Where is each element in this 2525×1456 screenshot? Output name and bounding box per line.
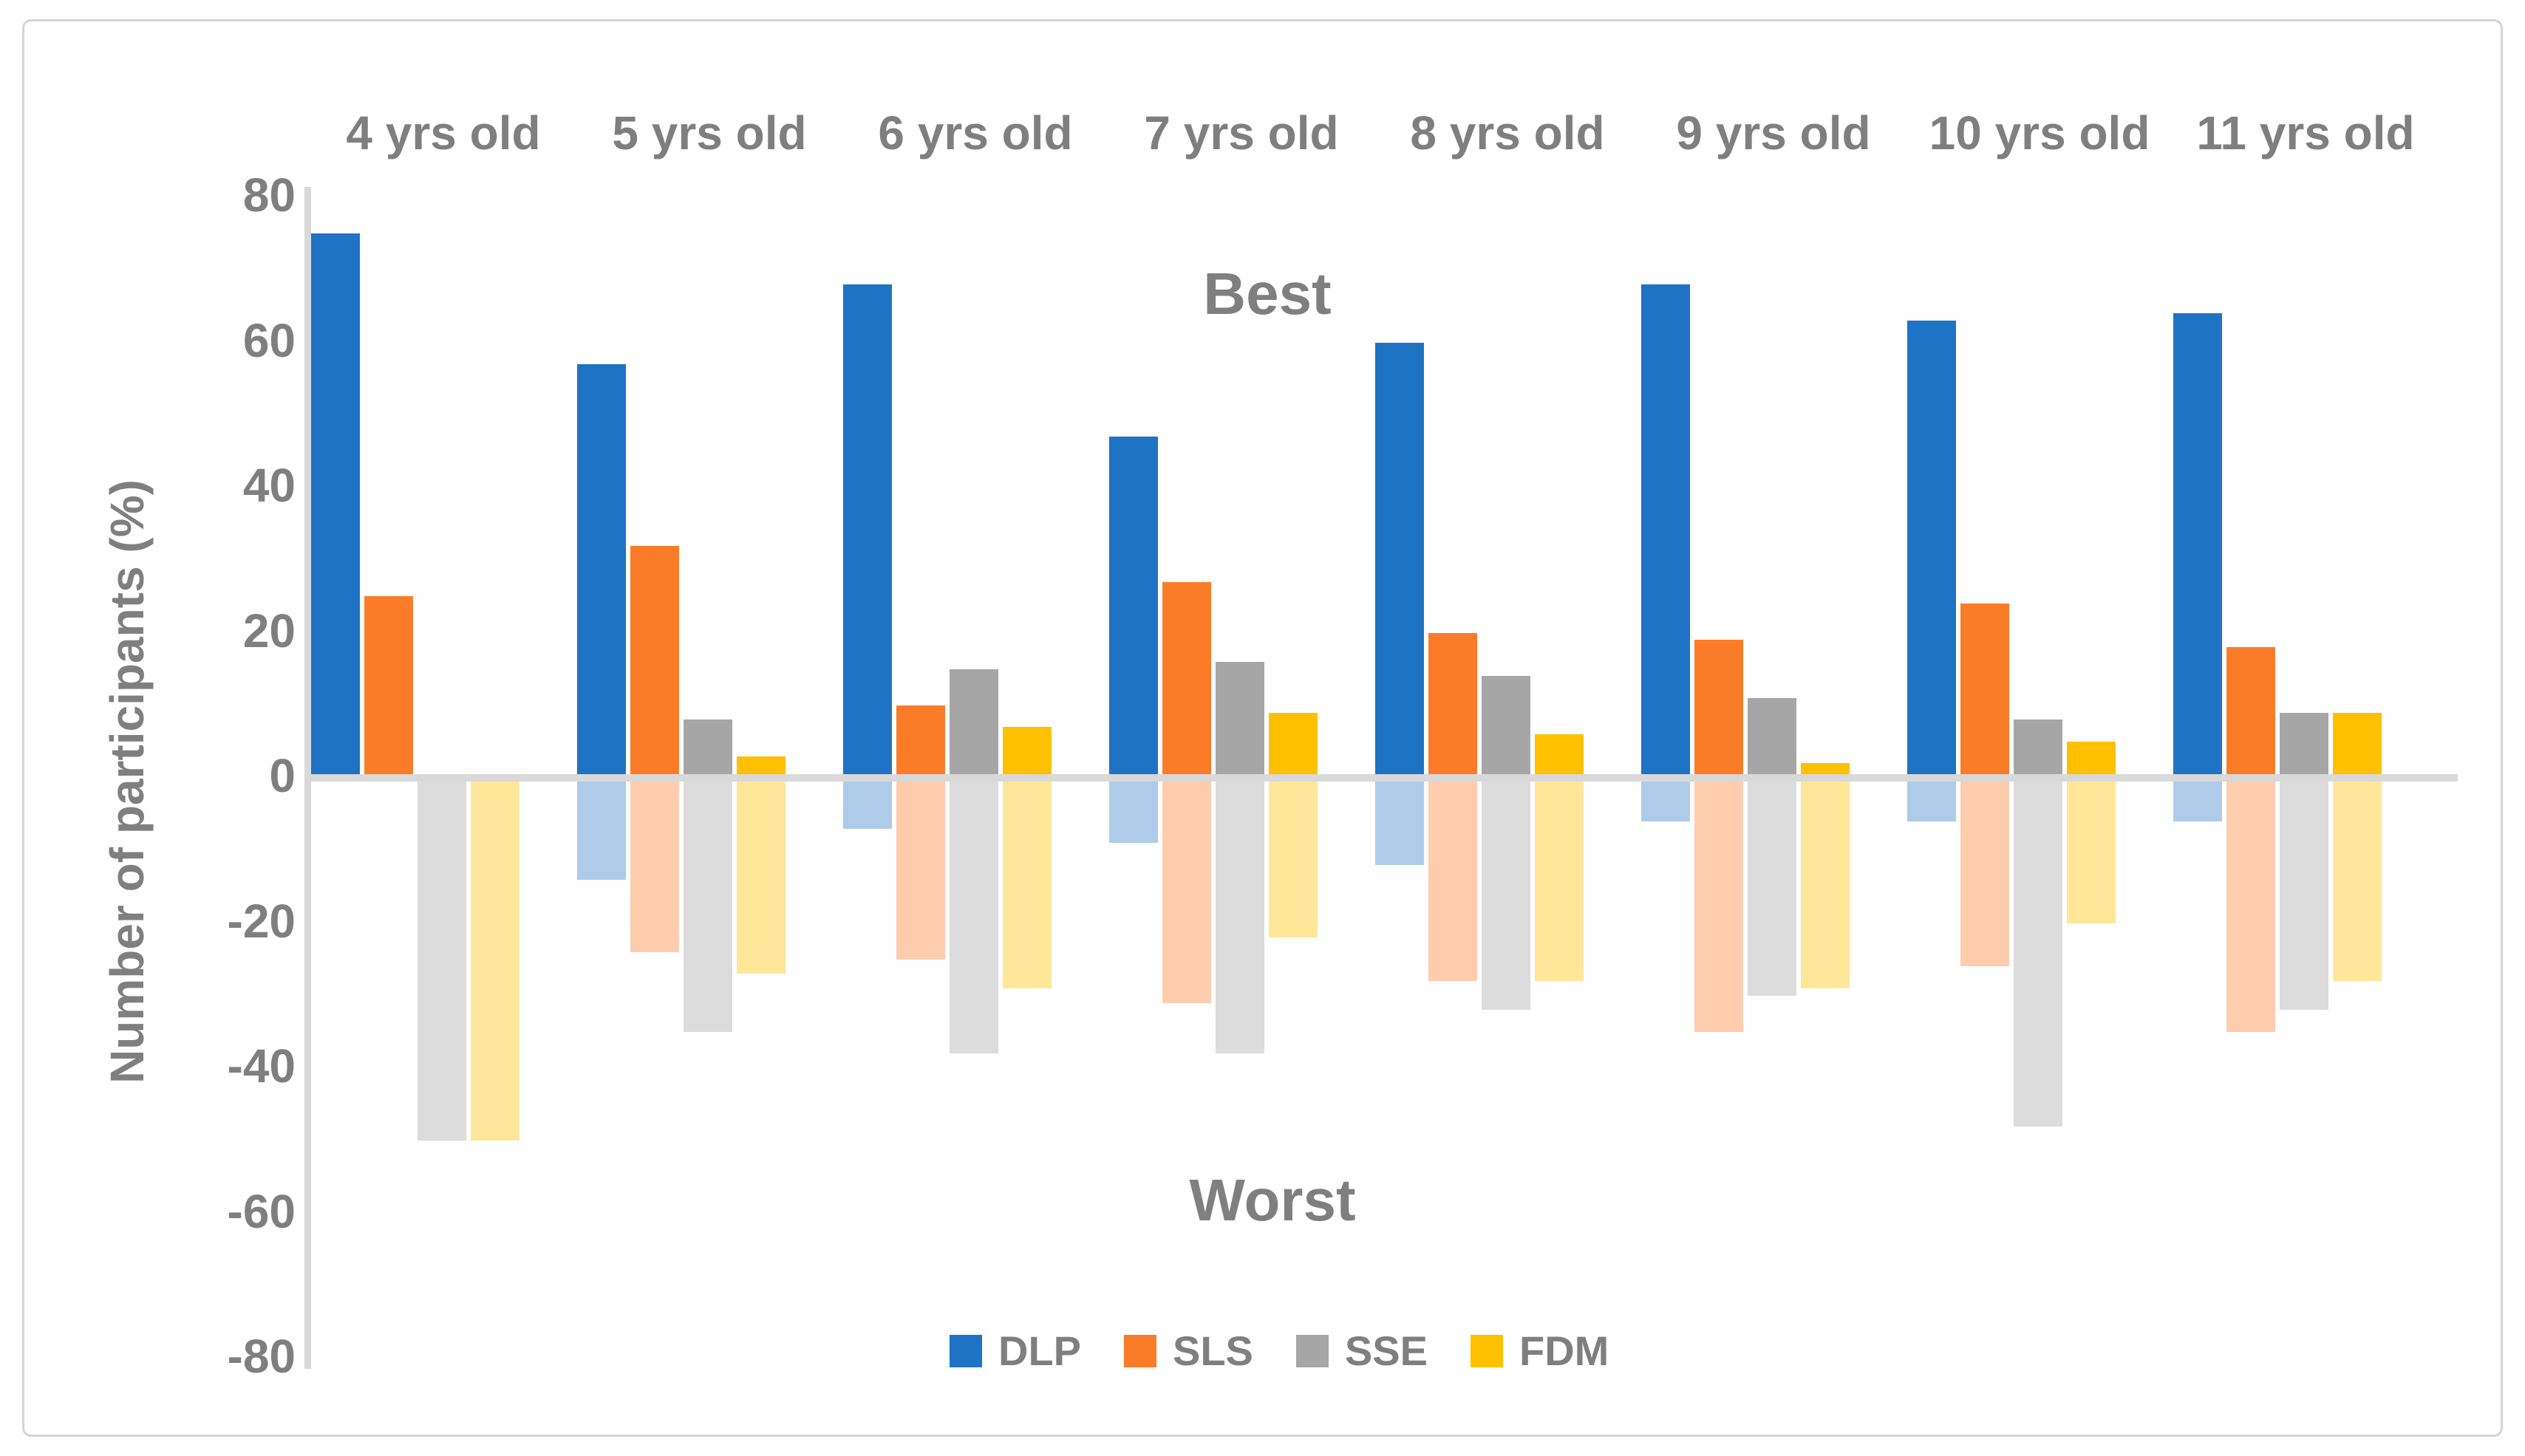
bar-dlp-best-11-yrs-old xyxy=(2173,313,2222,778)
y-tick-0: 0 xyxy=(269,749,296,803)
bar-sls-worst-10-yrs-old xyxy=(1960,778,2009,966)
category-label-10-yrs-old: 10 yrs old xyxy=(1929,106,2150,160)
bar-sse-best-10-yrs-old xyxy=(2014,720,2062,778)
bar-dlp-worst-10-yrs-old xyxy=(1907,778,1956,821)
bar-dlp-worst-11-yrs-old xyxy=(2173,778,2222,821)
legend-swatch-sse xyxy=(1295,1334,1329,1367)
bar-fdm-best-6-yrs-old xyxy=(1003,727,1052,778)
bar-sls-worst-8-yrs-old xyxy=(1428,778,1477,981)
y-tick--80: -80 xyxy=(227,1330,296,1384)
bar-dlp-worst-8-yrs-old xyxy=(1375,778,1424,865)
bar-dlp-best-10-yrs-old xyxy=(1907,321,1956,778)
bar-sse-worst-10-yrs-old xyxy=(2014,778,2062,1127)
bar-sse-worst-7-yrs-old xyxy=(1216,778,1264,1053)
legend-label-sse: SSE xyxy=(1344,1327,1428,1374)
legend-item-dlp: DLP xyxy=(950,1327,1081,1375)
bar-sls-best-5-yrs-old xyxy=(630,546,679,778)
bar-fdm-best-7-yrs-old xyxy=(1269,713,1318,778)
bar-sse-best-7-yrs-old xyxy=(1216,662,1264,778)
bar-sls-best-6-yrs-old xyxy=(896,705,945,778)
category-label-4-yrs-old: 4 yrs old xyxy=(346,106,541,160)
bar-dlp-worst-5-yrs-old xyxy=(577,778,626,880)
bar-fdm-worst-10-yrs-old xyxy=(2067,778,2116,923)
category-label-9-yrs-old: 9 yrs old xyxy=(1676,106,1871,160)
bar-sse-worst-6-yrs-old xyxy=(950,778,998,1053)
bar-dlp-best-5-yrs-old xyxy=(577,364,626,778)
legend-label-sls: SLS xyxy=(1173,1327,1253,1374)
y-tick--40: -40 xyxy=(227,1039,296,1093)
bar-sse-best-11-yrs-old xyxy=(2280,713,2328,778)
bar-dlp-worst-9-yrs-old xyxy=(1641,778,1690,821)
legend-item-fdm: FDM xyxy=(1470,1327,1609,1375)
y-tick-80: 80 xyxy=(242,168,296,222)
bar-dlp-worst-6-yrs-old xyxy=(843,778,892,829)
y-tick-40: 40 xyxy=(242,459,296,513)
category-label-11-yrs-old: 11 yrs old xyxy=(2196,106,2415,160)
legend-label-fdm: FDM xyxy=(1519,1327,1609,1374)
bar-fdm-worst-7-yrs-old xyxy=(1269,778,1318,937)
bar-sse-best-6-yrs-old xyxy=(950,669,998,778)
category-label-8-yrs-old: 8 yrs old xyxy=(1410,106,1605,160)
worst-region-label: Worst xyxy=(1189,1167,1356,1233)
bar-sls-worst-9-yrs-old xyxy=(1694,778,1743,1032)
zero-gridline xyxy=(307,774,2458,782)
bar-sls-worst-7-yrs-old xyxy=(1162,778,1211,1003)
category-label-6-yrs-old: 6 yrs old xyxy=(878,106,1073,160)
bar-dlp-best-7-yrs-old xyxy=(1109,437,1158,778)
bar-sls-best-4-yrs-old xyxy=(364,596,413,778)
bar-sse-worst-9-yrs-old xyxy=(1748,778,1796,996)
legend-label-dlp: DLP xyxy=(998,1327,1081,1374)
y-tick-20: 20 xyxy=(242,604,296,658)
bar-fdm-worst-6-yrs-old xyxy=(1003,778,1052,988)
y-tick--60: -60 xyxy=(227,1185,296,1239)
bar-fdm-worst-4-yrs-old xyxy=(471,778,519,1141)
best-region-label: Best xyxy=(1203,261,1332,327)
category-label-7-yrs-old: 7 yrs old xyxy=(1144,106,1339,160)
legend-item-sse: SSE xyxy=(1295,1327,1428,1375)
bar-sls-best-7-yrs-old xyxy=(1162,582,1211,778)
bar-sse-best-5-yrs-old xyxy=(684,720,732,778)
category-label-5-yrs-old: 5 yrs old xyxy=(612,106,807,160)
bar-fdm-best-10-yrs-old xyxy=(2067,742,2116,778)
bar-sse-worst-5-yrs-old xyxy=(684,778,732,1032)
bar-sls-worst-11-yrs-old xyxy=(2226,778,2275,1032)
bar-fdm-best-11-yrs-old xyxy=(2333,713,2382,778)
bar-dlp-best-9-yrs-old xyxy=(1641,284,1690,778)
legend-swatch-dlp xyxy=(950,1334,982,1367)
bar-sls-best-11-yrs-old xyxy=(2226,647,2275,778)
legend: DLP SLS SSE FDM xyxy=(950,1327,1609,1375)
bar-sse-worst-4-yrs-old xyxy=(418,778,466,1141)
y-tick-60: 60 xyxy=(242,314,296,368)
bar-fdm-worst-5-yrs-old xyxy=(737,778,786,974)
bar-sse-worst-8-yrs-old xyxy=(1482,778,1530,1010)
bar-sse-worst-11-yrs-old xyxy=(2280,778,2328,1010)
bar-dlp-best-8-yrs-old xyxy=(1375,343,1424,779)
bar-sls-best-10-yrs-old xyxy=(1960,604,2009,778)
bar-sse-best-9-yrs-old xyxy=(1748,698,1796,778)
bar-sls-best-8-yrs-old xyxy=(1428,633,1477,779)
legend-swatch-fdm xyxy=(1470,1334,1503,1367)
bar-sse-best-8-yrs-old xyxy=(1482,676,1530,778)
bar-sls-best-9-yrs-old xyxy=(1694,640,1743,778)
legend-item-sls: SLS xyxy=(1124,1327,1253,1375)
y-axis-title: Number of participants (%) xyxy=(100,479,154,1084)
bar-dlp-worst-7-yrs-old xyxy=(1109,778,1158,843)
bar-sls-worst-6-yrs-old xyxy=(896,778,945,960)
legend-swatch-sls xyxy=(1124,1334,1156,1367)
y-tick--20: -20 xyxy=(227,895,296,949)
bar-fdm-worst-11-yrs-old xyxy=(2333,778,2382,981)
bar-sls-worst-5-yrs-old xyxy=(630,778,679,952)
bar-dlp-best-6-yrs-old xyxy=(843,284,892,778)
chart-frame-border xyxy=(22,19,2503,1437)
bar-dlp-best-4-yrs-old xyxy=(311,233,360,778)
bar-fdm-worst-9-yrs-old xyxy=(1801,778,1850,988)
bar-fdm-worst-8-yrs-old xyxy=(1535,778,1584,981)
bar-fdm-best-8-yrs-old xyxy=(1535,734,1584,778)
